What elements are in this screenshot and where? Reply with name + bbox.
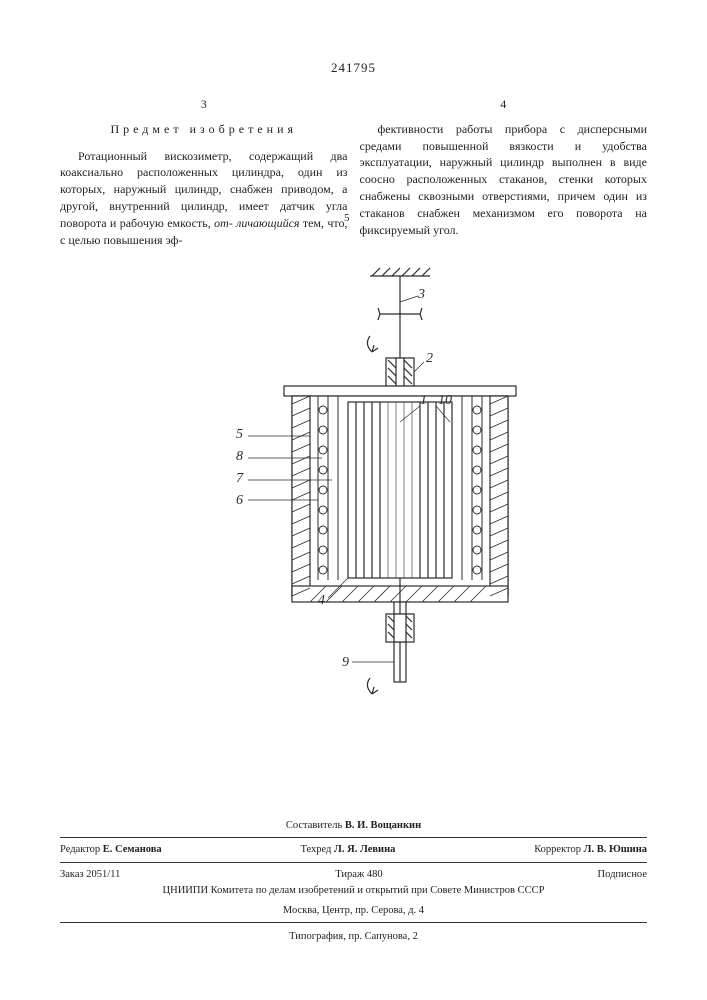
- margin-line-number: 5: [344, 212, 350, 224]
- footer-compiler: Составитель В. И. Вощанкин: [60, 818, 647, 834]
- left-column: 3 Предмет изобретения Ротационный вискоз…: [60, 96, 348, 248]
- left-paragraph: Ротационный вискозиметр, содержащий два …: [60, 148, 348, 249]
- two-columns: 3 Предмет изобретения Ротационный вискоз…: [60, 96, 647, 248]
- fig-ref-10: 10: [438, 393, 452, 408]
- fig-ref-2: 2: [426, 351, 433, 366]
- doc-number: 241795: [60, 60, 647, 76]
- fig-ref-8: 8: [236, 449, 243, 464]
- compiler-name: В. И. Вощанкин: [345, 820, 421, 831]
- fig-ref-7: 7: [236, 471, 244, 486]
- fig-ref-5: 5: [236, 427, 243, 442]
- footer-corrector: Корректор Л. В. Юшина: [534, 842, 647, 858]
- footer-credits-row: Редактор Е. Семанова Техред Л. Я. Левина…: [60, 842, 647, 858]
- page: 241795 3 Предмет изобретения Ротационный…: [0, 0, 707, 1000]
- fig-ref-3: 3: [417, 287, 425, 302]
- subject-heading: Предмет изобретения: [60, 121, 348, 138]
- footer-order: Заказ 2051/11: [60, 867, 120, 883]
- footer-subscr: Подписное: [598, 867, 647, 883]
- left-col-number: 3: [60, 96, 348, 113]
- fig-ref-6: 6: [236, 493, 243, 508]
- right-column: 4 фективности работы прибора с дисперсны…: [360, 96, 648, 248]
- footer-org: ЦНИИПИ Комитета по делам изобретений и о…: [60, 883, 647, 899]
- footer-addr: Москва, Центр, пр. Серова, д. 4: [60, 903, 647, 919]
- fig-ref-4: 4: [318, 593, 325, 608]
- technical-figure: 3 2 1 10 5 8 7 6 4 9: [60, 258, 647, 718]
- footer-print: Типография, пр. Сапунова, 2: [60, 929, 647, 945]
- fig-ref-1: 1: [420, 393, 427, 408]
- right-col-number: 4: [360, 96, 648, 113]
- footer-block: Составитель В. И. Вощанкин Редактор Е. С…: [60, 818, 647, 946]
- footer-editor: Редактор Е. Семанова: [60, 842, 162, 858]
- right-paragraph: фективности работы прибора с дисперсными…: [360, 121, 648, 239]
- footer-tirage: Тираж 480: [335, 867, 382, 883]
- fig-ref-9: 9: [342, 655, 349, 670]
- footer-techred: Техред Л. Я. Левина: [301, 842, 396, 858]
- footer-order-row: Заказ 2051/11 Тираж 480 Подписное: [60, 867, 647, 883]
- compiler-label: Составитель: [286, 820, 342, 831]
